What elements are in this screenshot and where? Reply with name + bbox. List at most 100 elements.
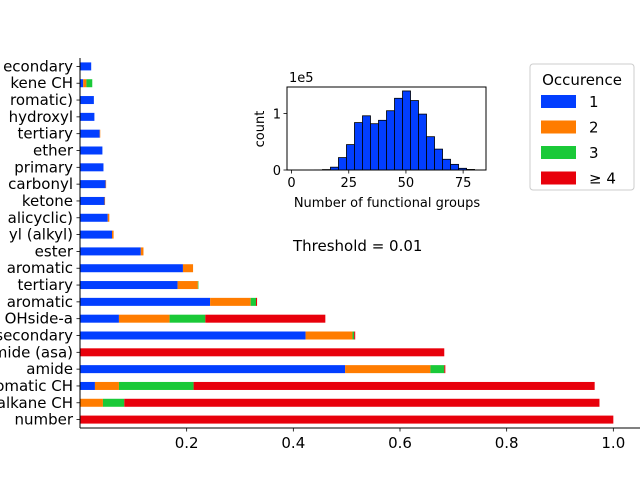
legend-swatch — [541, 120, 576, 134]
x-tick-label: 0.8 — [495, 434, 519, 452]
bar-9-series-1 — [182, 264, 194, 273]
bar-11-series-1 — [112, 230, 114, 239]
histogram-bar — [426, 136, 435, 171]
category-label: kene CH — [10, 74, 73, 92]
bar-0-series-3 — [80, 415, 614, 424]
inset-x-tick-label: 50 — [398, 176, 415, 191]
bar-16-series-0 — [80, 146, 103, 155]
bar-6-series-0 — [80, 314, 119, 323]
bar-17-series-1 — [99, 129, 101, 138]
category-label: econdary — [3, 57, 73, 75]
inset-offset-text: 1e5 — [289, 71, 314, 86]
bar-5-series-2 — [352, 331, 355, 340]
legend-swatch — [541, 95, 576, 108]
category-label: romatic) — [10, 91, 73, 109]
category-label: ether — [33, 142, 74, 160]
inset-y-ticks: 01 — [273, 108, 287, 179]
histogram-bar — [442, 158, 451, 171]
histogram-bar — [354, 122, 363, 171]
category-label: tertiary — [17, 125, 73, 143]
bar-1-series-1 — [80, 398, 103, 407]
category-label: ester — [35, 242, 74, 260]
category-label: alkane CH — [0, 394, 73, 412]
bar-7-series-3 — [256, 297, 258, 306]
inset-y-tick-label: 1 — [273, 108, 281, 123]
x-tick-label: 0.6 — [388, 434, 412, 452]
bar-17-series-0 — [80, 129, 100, 138]
bar-14-series-1 — [105, 180, 107, 189]
category-label: carbonyl — [8, 175, 73, 193]
histogram-bar — [378, 119, 387, 171]
category-label: hydroxyl — [9, 108, 73, 126]
bar-1-series-2 — [102, 398, 125, 407]
x-tick-label: 0.4 — [281, 434, 305, 452]
legend-swatch — [541, 171, 576, 185]
category-label: ketone — [22, 192, 73, 210]
histogram-bar — [394, 97, 403, 171]
histogram-bar — [362, 115, 371, 171]
bar-10-series-1 — [140, 247, 144, 256]
bar-8-series-0 — [80, 281, 178, 290]
bar-10-series-0 — [80, 247, 141, 256]
bar-9-series-0 — [80, 264, 183, 273]
inset-x-tick-label: 25 — [340, 176, 357, 191]
legend-entry-label: ≥ 4 — [589, 170, 616, 188]
bar-2-series-1 — [94, 381, 119, 390]
bar-12-series-1 — [107, 213, 110, 222]
main-x-ticks: 0.2 0.4 0.6 0.8 1.0 — [175, 428, 625, 452]
bar-14-series-0 — [80, 180, 106, 189]
main-bars — [80, 62, 614, 424]
histogram-bar — [370, 123, 379, 171]
legend-items: 1 2 3 ≥ 4 — [541, 93, 616, 188]
bar-3-series-2 — [430, 365, 445, 374]
category-label: aromatic CH — [0, 377, 73, 395]
bar-5-series-1 — [305, 331, 353, 340]
x-tick-label: 1.0 — [601, 434, 625, 452]
bar-2-series-3 — [193, 381, 595, 390]
bar-3-series-1 — [345, 365, 431, 374]
x-tick-label: 0.2 — [175, 434, 199, 452]
bar-7-series-1 — [210, 297, 251, 306]
bar-13-series-1 — [104, 196, 106, 205]
legend: Occurence 1 2 3 ≥ 4 — [529, 63, 635, 191]
category-label: number — [14, 411, 73, 429]
bar-21-series-0 — [80, 62, 92, 71]
bar-15-series-0 — [80, 163, 104, 172]
legend-entry-label: 1 — [589, 93, 599, 111]
legend-entry-label: 2 — [589, 119, 599, 137]
legend-entry-label: 3 — [589, 144, 599, 162]
histogram-bar — [338, 157, 347, 171]
histogram-bar — [410, 100, 419, 171]
inset-y-label: count — [253, 111, 268, 148]
legend-swatch — [541, 146, 576, 159]
bar-2-series-2 — [118, 381, 194, 390]
histogram-bar — [402, 90, 411, 171]
category-label: yl (alkyl) — [9, 226, 73, 244]
bar-2-series-0 — [80, 381, 95, 390]
bar-11-series-0 — [80, 230, 112, 239]
category-label: aromatic — [7, 259, 73, 277]
threshold-annotation: Threshold = 0.01 — [292, 237, 422, 255]
bar-3-series-3 — [444, 365, 446, 374]
bar-4-series-3 — [80, 348, 445, 357]
bar-6-series-3 — [205, 314, 326, 323]
category-label: alicyclic) — [8, 209, 73, 227]
bar-8-series-2 — [197, 281, 199, 290]
bar-19-series-0 — [80, 96, 94, 105]
histogram-bar — [418, 113, 427, 171]
bar-12-series-0 — [80, 213, 108, 222]
histogram-bar — [386, 110, 395, 171]
inset-x-tick-label: 75 — [455, 176, 472, 191]
category-label: secondary — [0, 327, 73, 345]
category-label: tertiary — [17, 276, 73, 294]
bar-6-series-1 — [118, 314, 170, 323]
bar-20-series-1 — [83, 79, 87, 88]
bar-7-series-2 — [250, 297, 256, 306]
main-axes — [79, 58, 640, 429]
bar-13-series-0 — [80, 196, 105, 205]
bar-20-series-2 — [86, 79, 93, 88]
bar-18-series-0 — [80, 112, 95, 121]
inset-histogram: 0 25 50 75 01 1e5 Number of functional grou… — [253, 71, 487, 211]
bar-7-series-0 — [80, 297, 211, 306]
inset-x-tick-label: 0 — [287, 176, 295, 191]
